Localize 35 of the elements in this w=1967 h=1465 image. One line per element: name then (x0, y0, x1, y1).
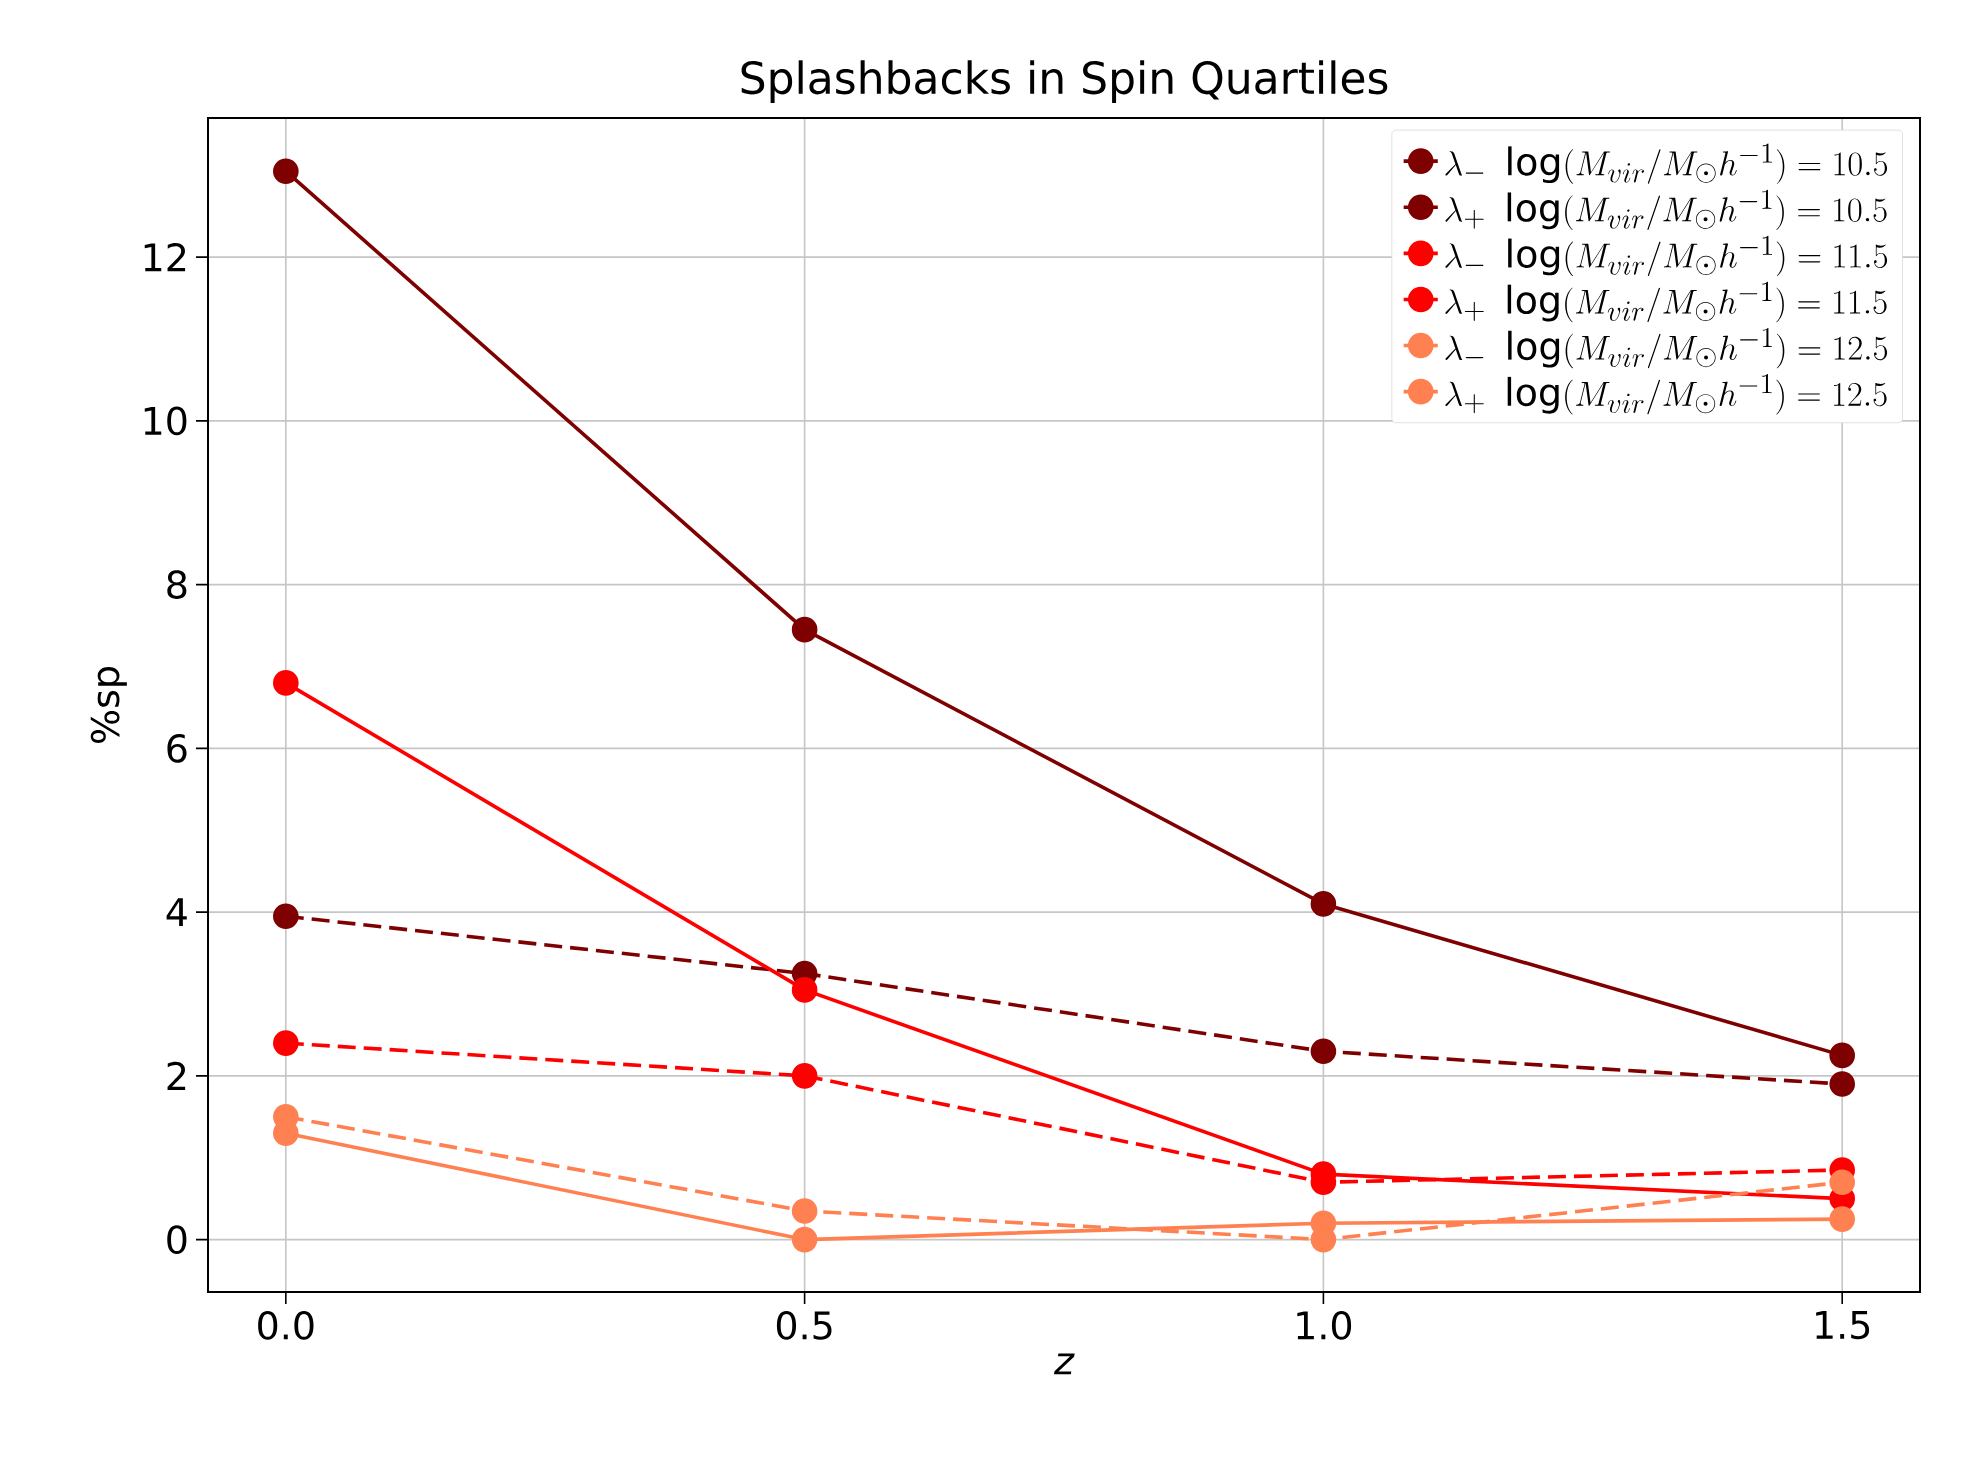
y-axis-title: %sp (90, 667, 127, 743)
point (273, 158, 299, 184)
point (273, 903, 299, 930)
point (791, 1226, 818, 1253)
x-tick-label: 1.5 (1816, 1311, 1870, 1340)
point (791, 616, 818, 643)
y-tick-label: 6 (167, 734, 187, 763)
y-tick-label: 0 (167, 1225, 187, 1254)
point (1829, 1169, 1855, 1196)
legend-label: $\lambda_+ \ \log(M_{vir}/M_{\odot} h^{-1}) = 10.5$ (1445, 189, 1887, 230)
chart-title: Splashbacks in Spin Quartiles (741, 60, 1388, 103)
x-tick-label: 0.5 (776, 1311, 832, 1340)
point (1310, 1038, 1337, 1065)
y-tick-label: 2 (167, 1061, 186, 1090)
point (1829, 1042, 1855, 1069)
y-tick-label: 8 (167, 570, 187, 599)
point (791, 1063, 818, 1089)
point (791, 1198, 818, 1224)
point (1829, 1206, 1855, 1232)
x-tick-label: 1.0 (1297, 1311, 1352, 1340)
point (791, 977, 818, 1003)
y-tick-label: 12 (144, 243, 186, 272)
legend-label: $\lambda_+ \ \log(M_{vir}/M_{\odot} h^{-1}) = 12.5$ (1445, 374, 1887, 415)
legend-label: $\lambda_- \ \log(M_{vir}/M_{\odot} h^{-1}) = 12.5$ (1445, 327, 1888, 369)
point (273, 1030, 299, 1056)
y-tick-label: 10 (144, 406, 187, 436)
x-tick-label: 0.0 (258, 1311, 314, 1340)
legend-label: $\lambda_- \ \log(M_{vir}/M_{\odot} h^{-1}) = 11.5$ (1445, 235, 1888, 277)
point (1310, 891, 1337, 917)
x-axis-title: z (1053, 1353, 1075, 1375)
point (273, 670, 299, 696)
legend-label: $\lambda_+ \ \log(M_{vir}/M_{\odot} h^{-1}) = 11.5$ (1445, 281, 1887, 323)
y-tick-label: 4 (166, 898, 187, 926)
legend-label: $\lambda_- \ \log(M_{vir}/M_{\odot} h^{-1}) = 10.5$ (1445, 143, 1888, 184)
point (1829, 1071, 1855, 1097)
